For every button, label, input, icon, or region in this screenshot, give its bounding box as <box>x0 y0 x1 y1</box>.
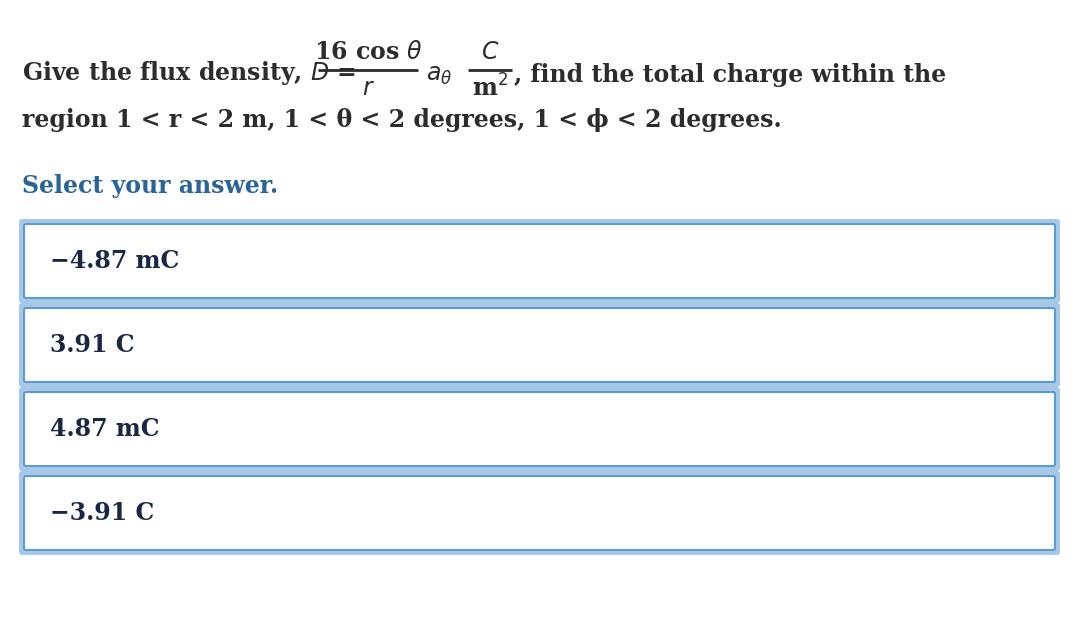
Text: 3.91 C: 3.91 C <box>50 333 135 357</box>
Text: Give the flux density, $\mathbf{\it{D}}$ =: Give the flux density, $\mathbf{\it{D}}$… <box>22 59 356 87</box>
Text: −3.91 C: −3.91 C <box>50 501 154 525</box>
FancyBboxPatch shape <box>19 219 1060 303</box>
Text: region 1 < r < 2 m, 1 < θ < 2 degrees, 1 < ϕ < 2 degrees.: region 1 < r < 2 m, 1 < θ < 2 degrees, 1… <box>22 108 781 132</box>
Text: m$^2$: m$^2$ <box>472 74 508 101</box>
Text: $r$: $r$ <box>361 76 374 100</box>
FancyBboxPatch shape <box>24 476 1055 550</box>
FancyBboxPatch shape <box>19 387 1060 471</box>
FancyBboxPatch shape <box>19 471 1060 555</box>
Text: $a_{\theta}$: $a_{\theta}$ <box>426 63 452 87</box>
Text: 16 cos $\theta$: 16 cos $\theta$ <box>314 40 422 64</box>
FancyBboxPatch shape <box>24 308 1055 382</box>
FancyBboxPatch shape <box>24 392 1055 466</box>
FancyBboxPatch shape <box>19 303 1060 387</box>
Text: −4.87 mC: −4.87 mC <box>50 249 179 273</box>
Text: $C$: $C$ <box>481 40 500 64</box>
FancyBboxPatch shape <box>24 224 1055 298</box>
Text: Select your answer.: Select your answer. <box>22 174 278 198</box>
Text: 4.87 mC: 4.87 mC <box>50 417 160 441</box>
Text: , find the total charge within the: , find the total charge within the <box>514 63 946 87</box>
